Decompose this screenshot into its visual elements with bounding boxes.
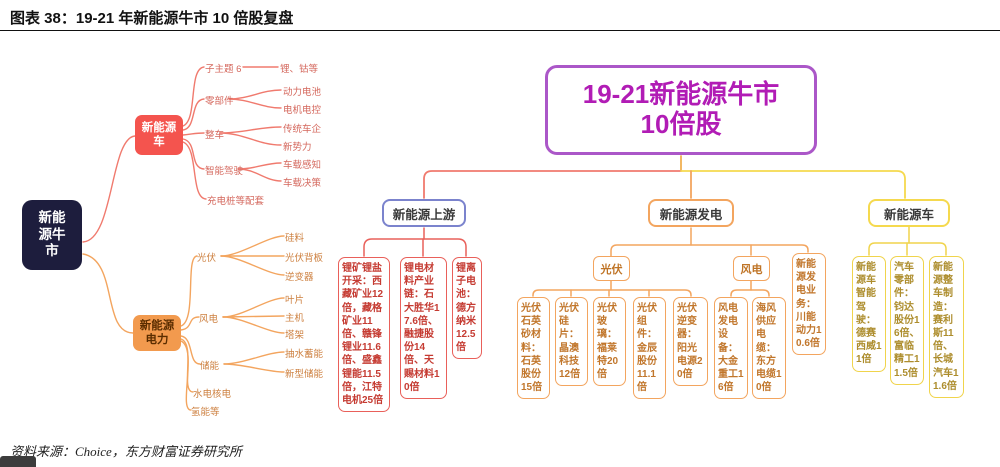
mindmap-node-charging: 充电桩等配套 (207, 196, 265, 207)
tree-root-box: 19-21新能源牛市 10倍股 (545, 65, 817, 155)
vehicle-box-parts: 汽车零部件：钧达股份16倍、富临精工11.5倍 (890, 256, 924, 385)
tree-root-title-line2: 10倍股 (640, 109, 722, 139)
mindmap-leaf-battery: 动力电池 (283, 87, 322, 98)
pv-box-wafer: 光伏硅片：晶澳科技12倍 (555, 297, 588, 387)
tree-trunk-connectors (423, 155, 906, 199)
mindmap-root: 新能源牛市 (22, 200, 82, 270)
vehicle-box-smart-driving: 新能源车智能驾驶：德赛西威11倍 (852, 256, 886, 372)
mindmap-leaf-tower: 塔架 (285, 330, 305, 341)
orange-mindmap-connectors (82, 235, 285, 411)
mindmap-node-smart-driving: 智能驾驶 (205, 166, 244, 177)
vehicle-box-oem: 新能源整车制造：赛利斯11倍、长城汽车11.6倍 (929, 256, 964, 398)
upstream-box-materials: 锂电材料产业链：石大胜华17.6倍、融捷股份14倍、天赐材料10倍 (400, 257, 447, 399)
mindmap-branch-car: 新能源车 (135, 115, 183, 155)
pv-box-inverter: 光伏逆变器：阳光电源20倍 (673, 297, 708, 387)
vehicle-connectors (868, 226, 947, 256)
mindmap-leaf-new-storage: 新型储能 (285, 369, 324, 380)
mindmap-leaf-new-forces: 新势力 (283, 142, 312, 153)
mindmap-leaf-pv-backsheet: 光伏背板 (285, 253, 324, 264)
mindmap-leaf-lithium-cobalt: 锂、钴等 (280, 64, 319, 75)
group-wind: 风电 (733, 256, 770, 281)
mindmap-node-subtopic6: 子主题 6 (205, 64, 242, 75)
mindmap-leaf-turbine: 主机 (285, 313, 305, 324)
mindmap-leaf-inverter: 逆变器 (285, 272, 314, 283)
mindmap-leaf-silicon: 硅料 (285, 233, 305, 244)
wind-box-equipment: 风电发电设备：大金重工16倍 (714, 297, 748, 400)
mindmap-node-pv: 光伏 (197, 253, 217, 264)
mindmap-node-storage: 储能 (200, 361, 220, 372)
pv-box-glass: 光伏玻璃：福莱特20倍 (593, 297, 626, 387)
mindmap-leaf-sensing: 车载感知 (283, 160, 322, 171)
mindmap-node-parts: 零部件 (205, 96, 234, 107)
page-corner-artifact (0, 456, 36, 467)
title-underline (0, 30, 1000, 31)
mindmap-node-hydro-nuclear: 水电核电 (193, 389, 232, 400)
tree-root-title-line1: 19-21新能源牛市 (582, 79, 780, 110)
mindmap-node-hydrogen: 氢能等 (191, 407, 220, 418)
figure-title: 图表 38：19-21 年新能源牛市 10 倍股复盘 (10, 10, 294, 27)
mindmap-leaf-blade: 叶片 (285, 295, 305, 306)
category-generation: 新能源发电 (648, 199, 734, 227)
generation-connectors (532, 227, 809, 297)
mindmap-node-wind: 风电 (199, 314, 219, 325)
upstream-box-mining: 锂矿锂盐开采：西藏矿业12倍，藏格矿业11倍、赣锋锂业11.6倍、盛鑫锂能11.… (338, 257, 390, 413)
upstream-box-battery: 锂离子电池：德方纳米12.5倍 (452, 257, 482, 360)
category-upstream: 新能源上游 (382, 199, 466, 227)
mindmap-node-whole-vehicle: 整车 (205, 130, 225, 141)
upstream-connectors (363, 227, 467, 257)
pv-box-quartz: 光伏石英砂材料：石英股份15倍 (517, 297, 550, 400)
wind-box-cable: 海风供应电缆：东方电缆10倍 (752, 297, 786, 400)
mindmap-leaf-pumped-storage: 抽水蓄能 (285, 349, 324, 360)
pv-box-module: 光伏组件：金辰股份11.1倍 (633, 297, 666, 400)
mindmap-leaf-decision: 车载决策 (283, 178, 322, 189)
group-pv: 光伏 (593, 256, 630, 281)
mindmap-leaf-traditional-oem: 传统车企 (283, 124, 322, 135)
red-connectors (82, 66, 282, 243)
source-note: 资料来源：Choice，东方财富证券研究所 (10, 444, 242, 459)
category-vehicle: 新能源车 (868, 199, 950, 227)
mindmap-branch-power: 新能源电力 (133, 315, 181, 351)
generation-box-direct: 新能源发电业务：川能动力10.6倍 (792, 253, 826, 356)
mindmap-leaf-motor: 电机电控 (283, 105, 322, 116)
